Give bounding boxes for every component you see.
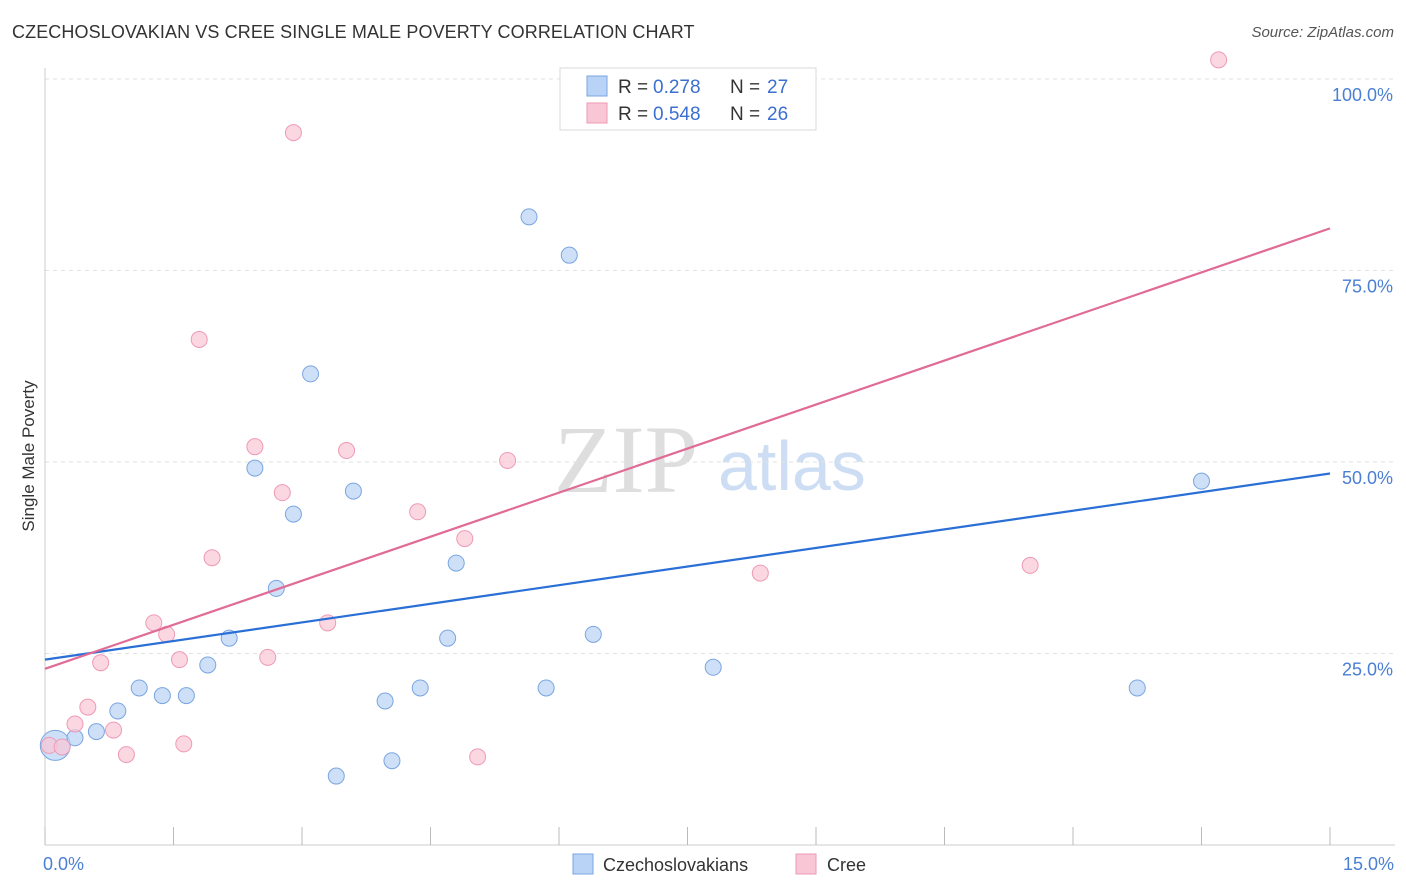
data-points <box>39 51 1228 785</box>
czech-point <box>327 767 345 785</box>
czech-point <box>584 625 602 643</box>
czech-point <box>87 723 105 741</box>
axes <box>44 68 1395 846</box>
legend-r-value-cree: 0.548 <box>653 104 701 125</box>
cree-point <box>409 503 427 521</box>
czech-point <box>1128 679 1146 697</box>
czech-point <box>411 679 429 697</box>
cree-point <box>273 484 291 502</box>
bottom-legend-label-czech: Czechoslovakians <box>603 855 748 875</box>
legend-n-label-czech: N = <box>730 77 760 98</box>
cree-point <box>469 748 487 766</box>
x-tick-marks <box>44 827 1331 845</box>
y-tick-label: 25.0% <box>1342 660 1393 680</box>
czech-point <box>302 365 320 383</box>
y-tick-label: 50.0% <box>1342 468 1393 488</box>
cree-point <box>105 721 123 739</box>
cree-point <box>53 738 71 756</box>
correlation-legend: R = 0.278 N = 27 R = 0.548 N = 26 <box>559 67 817 131</box>
cree-point <box>66 715 84 733</box>
cree-point <box>456 530 474 548</box>
cree-trend-line <box>44 227 1331 670</box>
cree-point <box>92 654 110 672</box>
series-legend: Czechoslovakians Cree <box>572 853 866 875</box>
cree-point <box>1021 556 1039 574</box>
czech-point <box>704 658 722 676</box>
czech-point <box>199 656 217 674</box>
bottom-legend-swatch-czech <box>572 853 594 875</box>
cree-point <box>79 698 97 716</box>
cree-point <box>190 330 208 348</box>
cree-point <box>117 746 135 764</box>
czech-point <box>383 752 401 770</box>
czech-point <box>153 687 171 705</box>
chart-title: CZECHOSLOVAKIAN VS CREE SINGLE MALE POVE… <box>12 22 695 42</box>
cree-point <box>170 651 188 669</box>
cree-point <box>338 442 356 460</box>
czech-point <box>376 692 394 710</box>
legend-swatch-cree <box>586 102 608 124</box>
y-tick-labels: 25.0% 50.0% 75.0% 100.0% <box>1332 85 1393 680</box>
czech-point <box>177 687 195 705</box>
cree-point <box>246 438 264 456</box>
legend-n-value-czech: 27 <box>767 77 788 98</box>
cree-point <box>1210 51 1228 69</box>
x-tick-label-max: 15.0% <box>1343 854 1394 874</box>
cree-point <box>751 564 769 582</box>
bottom-legend-label-cree: Cree <box>827 855 866 875</box>
legend-swatch-czech <box>586 75 608 97</box>
x-tick-label-min: 0.0% <box>43 854 84 874</box>
watermark-atlas: atlas <box>718 427 866 505</box>
czech-point <box>560 246 578 264</box>
watermark-zip: ZIP <box>554 406 698 513</box>
cree-point <box>499 451 517 469</box>
czech-point <box>344 482 362 500</box>
legend-r-value-czech: 0.278 <box>653 77 701 98</box>
cree-point <box>175 735 193 753</box>
czech-trend-line <box>44 472 1331 661</box>
czech-point <box>246 459 264 477</box>
trend-lines <box>44 227 1331 670</box>
legend-n-value-cree: 26 <box>767 104 788 125</box>
czech-point <box>284 505 302 523</box>
gridlines <box>45 78 1395 654</box>
legend-r-label-czech: R = <box>618 77 648 98</box>
bottom-legend-swatch-cree <box>795 853 817 875</box>
y-tick-label: 75.0% <box>1342 277 1393 297</box>
legend-n-label-cree: N = <box>730 104 760 125</box>
legend-r-label-cree: R = <box>618 104 648 125</box>
y-tick-label: 100.0% <box>1332 85 1393 105</box>
cree-point <box>203 549 221 567</box>
czech-point <box>520 208 538 226</box>
cree-point <box>284 124 302 142</box>
czech-point <box>109 702 127 720</box>
czech-point <box>1193 472 1210 490</box>
czech-point <box>447 554 465 572</box>
czech-point <box>439 629 457 647</box>
y-axis-title: Single Male Poverty <box>19 380 38 532</box>
czech-point <box>130 679 148 697</box>
czech-point <box>537 679 555 697</box>
cree-point <box>259 648 277 666</box>
source-label: Source: ZipAtlas.com <box>1251 24 1394 41</box>
